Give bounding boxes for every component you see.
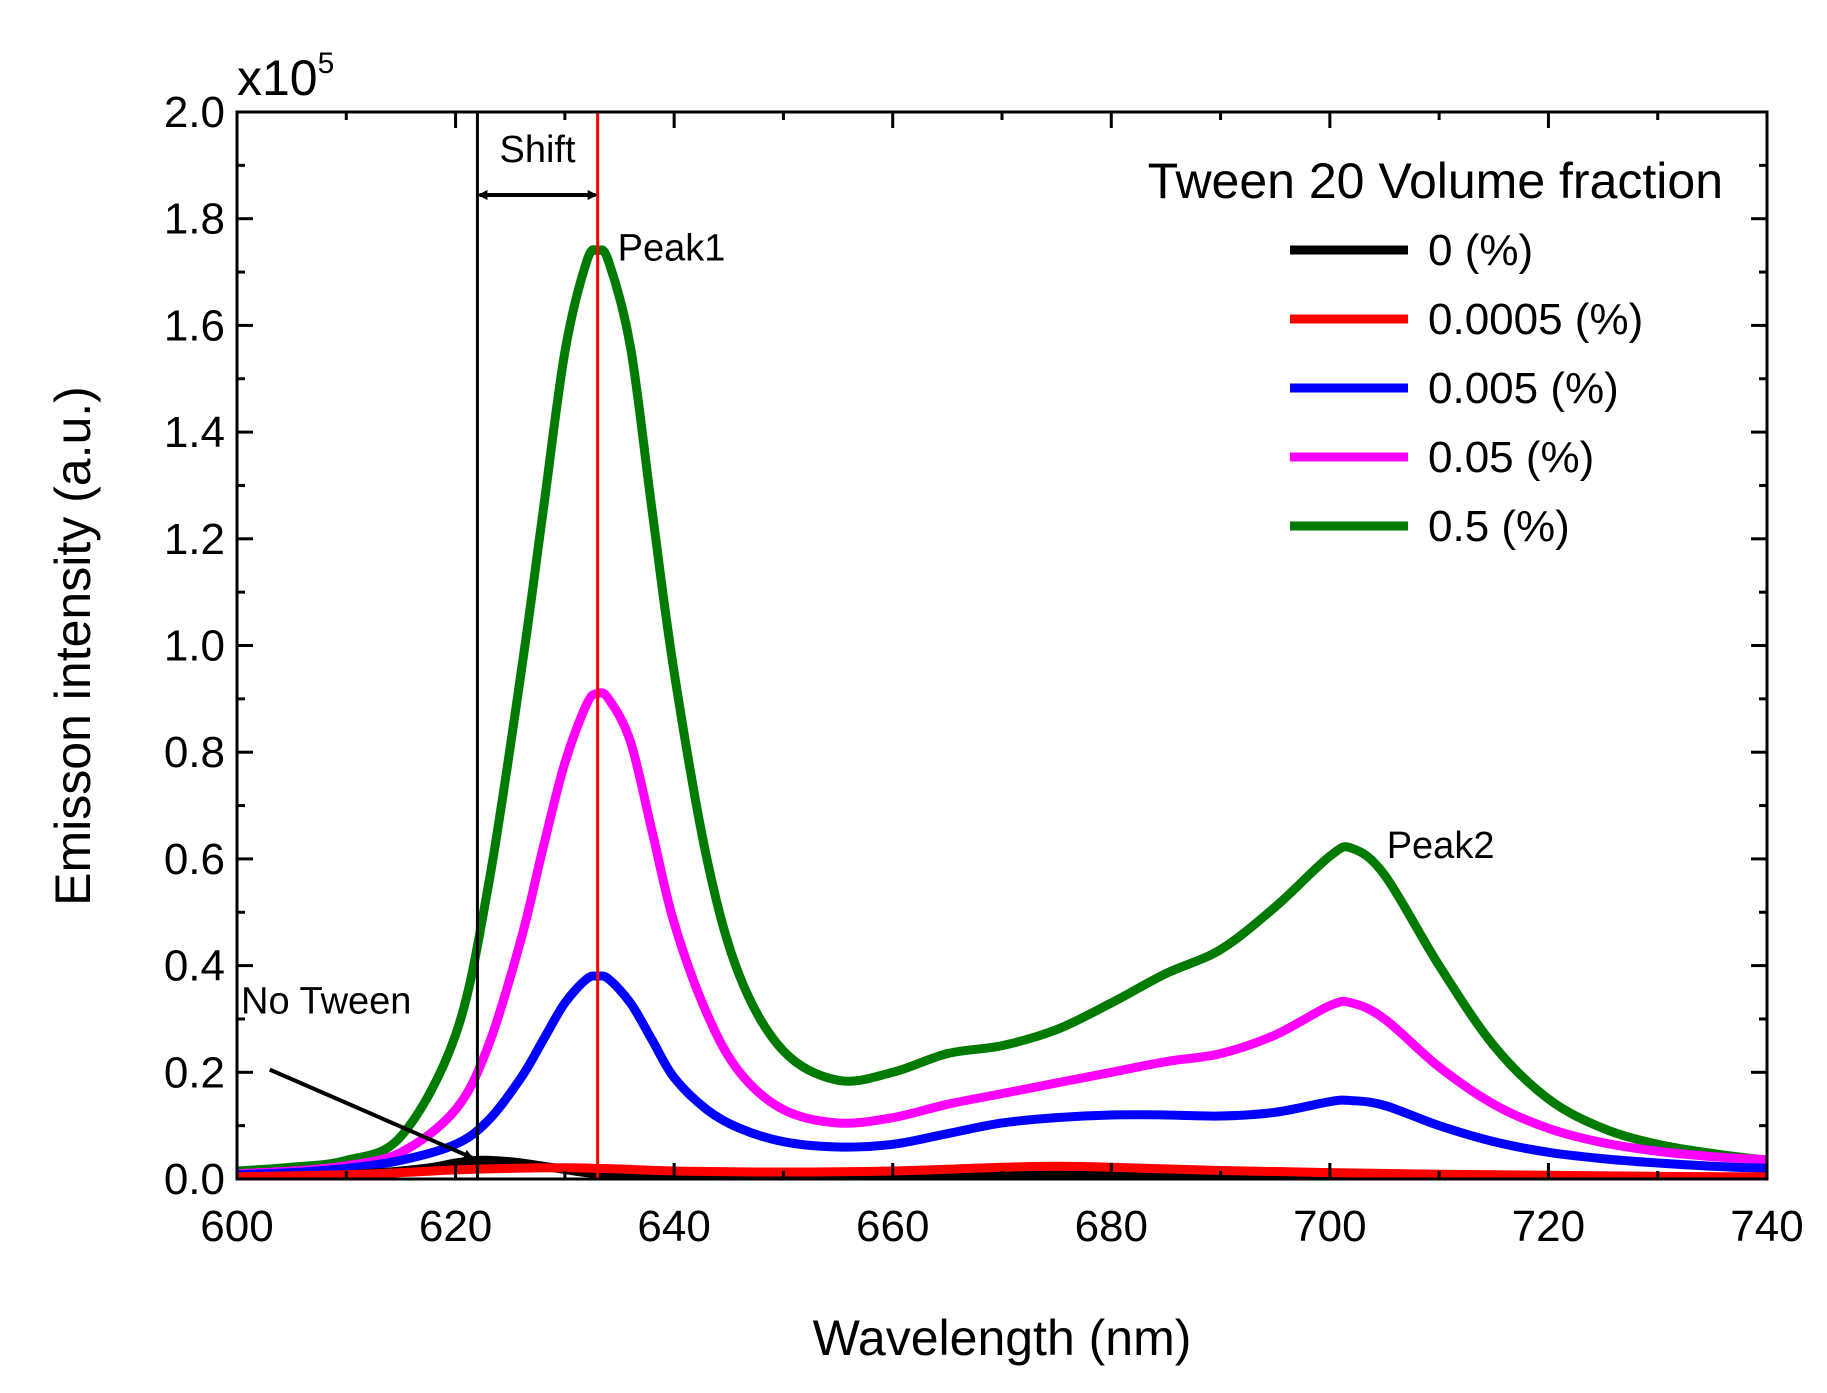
- x-axis-ticks: 600 620 640 660 680 700 720 740: [200, 112, 1804, 1251]
- y-tick-label: 0.0: [164, 1155, 225, 1204]
- legend-label: 0.0005 (%): [1428, 295, 1643, 344]
- x-tick-label: 740: [1730, 1202, 1803, 1251]
- y-tick-label: 1.2: [164, 515, 225, 564]
- shift-annotation: Shift: [500, 129, 576, 171]
- legend-label: 0.05 (%): [1428, 433, 1594, 482]
- legend-label: 0 (%): [1428, 226, 1533, 275]
- y-tick-label: 0.6: [164, 835, 225, 884]
- y-multiplier: x105: [237, 47, 334, 106]
- x-tick-label: 700: [1293, 1202, 1366, 1251]
- y-tick-label: 0.2: [164, 1048, 225, 1097]
- peak1-label: Peak1: [618, 228, 726, 270]
- x-tick-label: 660: [856, 1202, 929, 1251]
- plot-frame: [235, 110, 1769, 1181]
- y-tick-label: 0.4: [164, 942, 225, 991]
- x-tick-label: 720: [1512, 1202, 1585, 1251]
- series-line-4: [237, 245, 1767, 1176]
- x-axis-label: Wavelength (nm): [813, 1310, 1192, 1366]
- y-tick-label: 2.0: [164, 88, 225, 137]
- no-tween-label: No Tween: [241, 981, 411, 1023]
- series-line-2: [237, 971, 1767, 1179]
- y-tick-label: 1.4: [164, 408, 225, 457]
- y-multiplier-exponent: 5: [318, 47, 335, 80]
- no-tween-arrow: [268, 1067, 474, 1160]
- legend-items: 0 (%) 0.0005 (%) 0.005 (%) 0.05 (%) 0.5 (%): [1290, 226, 1643, 551]
- y-axis-label: Emisson intensity (a.u.): [45, 386, 101, 906]
- y-tick-label: 0.8: [164, 728, 225, 777]
- y-tick-label: 1.6: [164, 301, 225, 350]
- legend: Tween 20 Volume fraction 0 (%) 0.0005 (%)…: [1148, 153, 1723, 551]
- series-line-3: [237, 688, 1767, 1179]
- x-tick-label: 620: [419, 1202, 492, 1251]
- legend-label: 0.5 (%): [1428, 502, 1570, 551]
- y-tick-label: 1.0: [164, 622, 225, 671]
- legend-title: Tween 20 Volume fraction: [1148, 153, 1723, 209]
- y-tick-label: 1.8: [164, 195, 225, 244]
- x-tick-label: 600: [200, 1202, 273, 1251]
- y-axis-ticks: 0.0 0.2 0.4 0.6 0.8 1.0 1.2 1.4 1.6 1.8 2.0: [164, 88, 1767, 1204]
- x-tick-label: 680: [1075, 1202, 1148, 1251]
- peak2-label: Peak2: [1387, 825, 1495, 867]
- legend-label: 0.005 (%): [1428, 364, 1619, 413]
- x-tick-label: 640: [637, 1202, 710, 1251]
